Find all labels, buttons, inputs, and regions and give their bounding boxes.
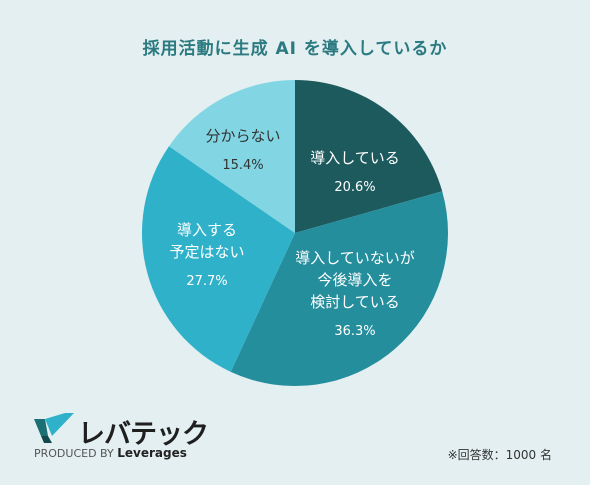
- pie-slice: [169, 80, 295, 233]
- logo-wordmark: レバテック: [78, 419, 209, 450]
- logo-tagline: PRODUCED BY Leverages: [34, 446, 187, 460]
- pie-slice: [141, 146, 295, 372]
- response-count-note: ※回答数：1000 名: [447, 448, 552, 462]
- slice-label: 検討している: [310, 293, 400, 311]
- slice-label: 今後導入を: [317, 271, 392, 289]
- slice-label: 導入する: [177, 221, 237, 239]
- slice-label: 分からない: [205, 127, 280, 145]
- pie-slice: [230, 191, 449, 387]
- logo-produced-by: PRODUCED BY: [34, 447, 114, 460]
- company-logo: レバテック PRODUCED BY Leverages: [32, 410, 222, 466]
- logo-company: Leverages: [117, 446, 187, 460]
- slice-label: 予定はない: [169, 243, 244, 261]
- slice-label: 導入していないが: [295, 249, 415, 267]
- slice-value-label: 36.3%: [334, 324, 375, 339]
- slice-value-label: 27.7%: [186, 274, 227, 289]
- slice-value-label: 20.6%: [334, 180, 375, 195]
- slice-label: 導入している: [310, 149, 400, 167]
- slice-value-label: 15.4%: [222, 158, 263, 173]
- chart-title: 採用活動に生成 AI を導入しているか: [142, 39, 448, 59]
- pie-slice: [295, 80, 443, 233]
- levatech-logo-icon: [34, 413, 74, 443]
